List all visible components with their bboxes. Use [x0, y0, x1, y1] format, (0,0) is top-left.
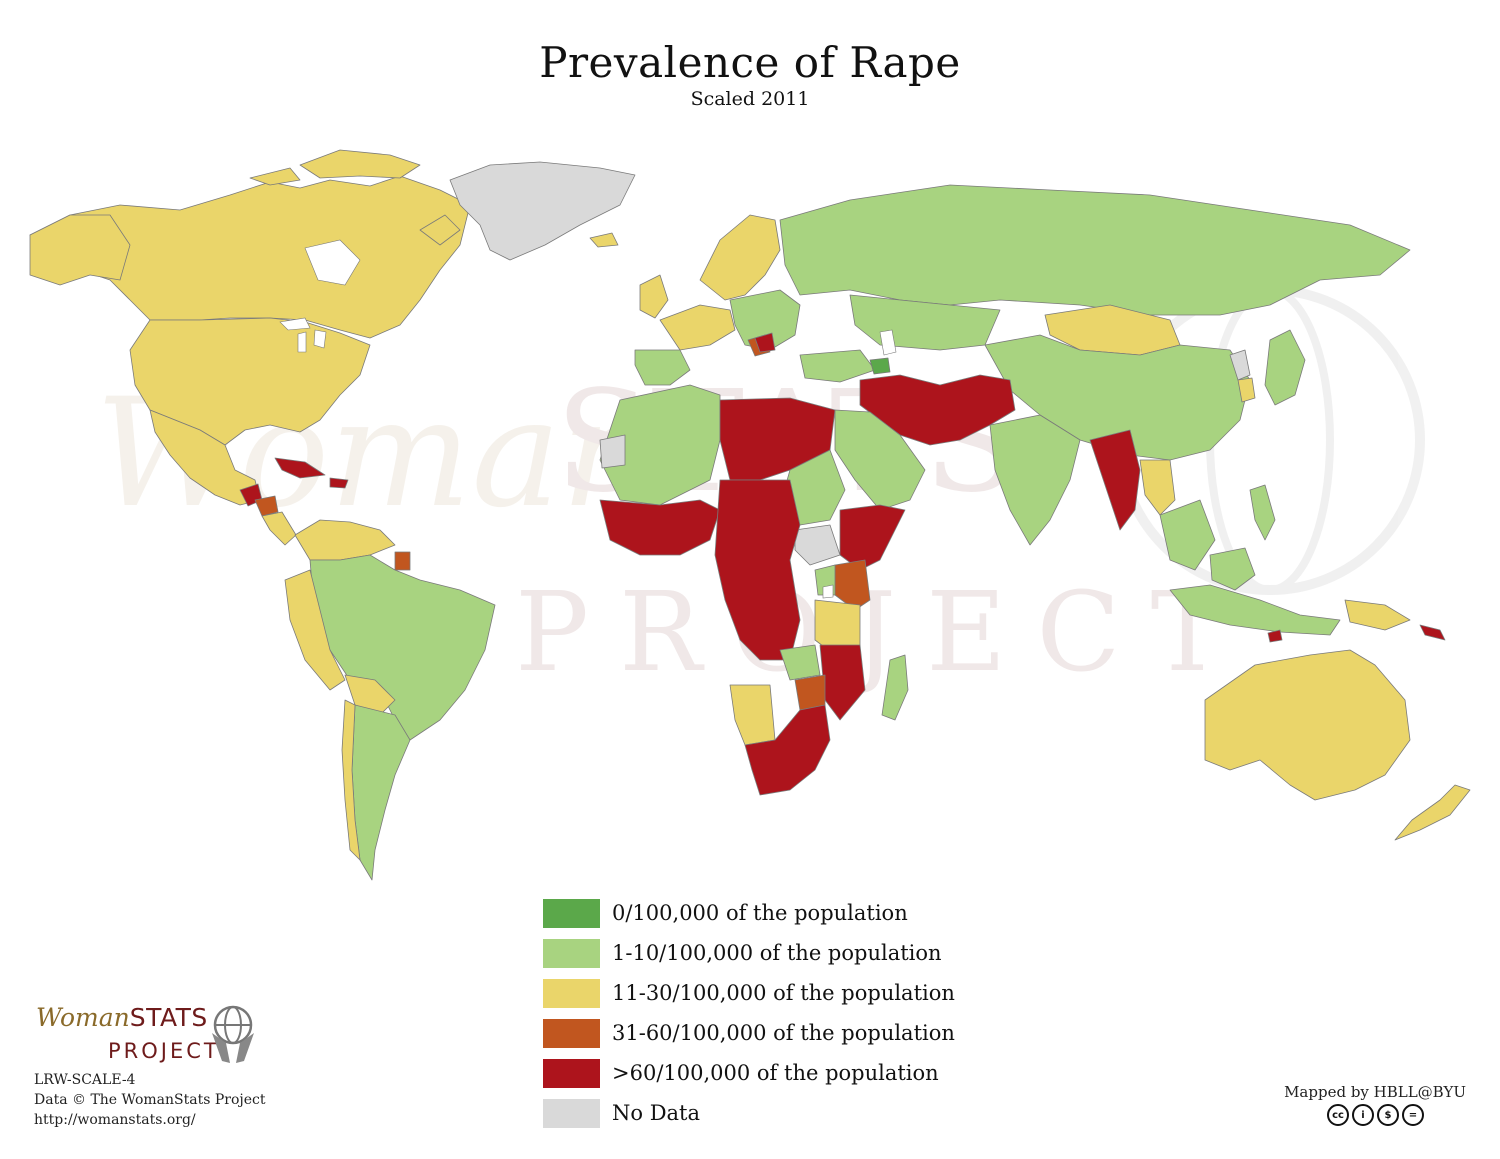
region-borneo [1209, 547, 1256, 591]
legend-item-no-data: No Data [543, 1093, 955, 1133]
region-uk [639, 274, 669, 319]
legend-item-high: 31-60/100,000 of the population [543, 1013, 955, 1053]
region-chile [341, 699, 361, 861]
hudson-bay [304, 239, 361, 286]
lake-michigan [297, 331, 307, 353]
region-kazakhstan [849, 294, 1001, 351]
region-south-korea [1237, 377, 1256, 403]
region-western-sahara [599, 434, 626, 469]
region-south-sudan [794, 524, 841, 566]
region-papua [1344, 599, 1411, 631]
region-solomons [1419, 624, 1446, 641]
map-title: Prevalence of Rape [539, 38, 961, 87]
region-iberia [634, 349, 691, 386]
region-central-america-south [261, 511, 297, 546]
region-suriname [394, 551, 411, 571]
region-cuba [274, 457, 326, 479]
legend-item-zero: 0/100,000 of the population [543, 893, 955, 933]
noncommercial-icon: $ [1377, 1104, 1399, 1126]
watermark-globe-meridian [1206, 286, 1334, 594]
credits-url: http://womanstats.org/ [34, 1112, 196, 1128]
region-west-africa [599, 499, 721, 556]
legend-label-low: 1-10/100,000 of the population [612, 941, 942, 965]
region-australia [1204, 649, 1411, 801]
region-mozambique-malawi [819, 644, 866, 721]
region-hispaniola [329, 477, 349, 489]
region-east-timor [1267, 629, 1283, 643]
region-turkey [799, 349, 876, 383]
region-madagascar [881, 654, 909, 721]
mapped-by: Mapped by HBLL@BYU [1284, 1083, 1466, 1101]
region-bangladesh-myanmar [1089, 429, 1141, 531]
region-brazil [309, 554, 496, 741]
watermark-project: PROJECT [515, 568, 1254, 696]
legend-label-very-high: >60/100,000 of the population [612, 1061, 939, 1085]
legend-label-high: 31-60/100,000 of the population [612, 1021, 955, 1045]
region-zimbabwe [794, 674, 826, 711]
legend: 0/100,000 of the population 1-10/100,000… [543, 893, 955, 1133]
region-central-america-honduras [254, 495, 279, 517]
legend-item-low: 1-10/100,000 of the population [543, 933, 955, 973]
legend-swatch-mid [543, 978, 600, 1008]
region-japan [1264, 329, 1306, 406]
cc-icon: cc [1327, 1104, 1349, 1126]
caspian-sea [879, 329, 897, 356]
legend-swatch-no-data [543, 1098, 600, 1128]
globe-hands-icon [212, 1005, 254, 1063]
region-southern-africa [744, 704, 831, 796]
lake-superior [279, 317, 311, 331]
logo-stats-text: STATS [129, 1003, 208, 1032]
logo-project-text: PROJECT [108, 1039, 220, 1063]
license-icons: cc i $ = [1327, 1104, 1424, 1126]
legend-swatch-low [543, 938, 600, 968]
region-western-europe [659, 304, 736, 351]
region-scandinavia [699, 214, 781, 301]
region-alaska [29, 214, 131, 286]
legend-swatch-high [543, 1018, 600, 1048]
region-peru [284, 569, 346, 691]
region-canada [29, 175, 471, 339]
legend-label-no-data: No Data [612, 1101, 701, 1125]
lake-victoria [822, 584, 834, 599]
region-southeast-asia [1159, 499, 1216, 571]
credits-data: Data © The WomanStats Project [34, 1092, 266, 1108]
legend-label-zero: 0/100,000 of the population [612, 901, 908, 925]
region-arabia [834, 409, 926, 511]
region-namibia [729, 684, 776, 746]
womanstats-logo: WomanSTATS PROJECT [36, 1003, 254, 1063]
credits-code: LRW-SCALE-4 [34, 1072, 136, 1088]
legend-item-mid: 11-30/100,000 of the population [543, 973, 955, 1013]
region-india [989, 414, 1081, 546]
noderivatives-icon: = [1402, 1104, 1424, 1126]
attribution-icon: i [1352, 1104, 1374, 1126]
region-zambia [779, 644, 821, 681]
region-indonesia [1169, 584, 1341, 636]
legend-swatch-very-high [543, 1058, 600, 1088]
region-canada-islands [249, 149, 461, 246]
great-lakes [279, 239, 897, 599]
region-thailand-laos [1139, 459, 1176, 516]
map-subtitle: Scaled 2011 [690, 88, 810, 110]
region-central-europe [729, 289, 801, 351]
region-russia [779, 184, 1411, 316]
legend-swatch-zero [543, 898, 600, 928]
region-iceland [589, 232, 619, 248]
region-argentina [351, 704, 411, 881]
credits: LRW-SCALE-4 Data © The WomanStats Projec… [34, 1070, 266, 1130]
region-north-africa [599, 384, 721, 506]
region-korea [1229, 349, 1251, 381]
logo-woman-text: Woman [36, 1003, 130, 1032]
region-new-zealand [1394, 784, 1471, 841]
legend-item-very-high: >60/100,000 of the population [543, 1053, 955, 1093]
region-greenland [449, 161, 636, 261]
region-philippines [1249, 484, 1276, 541]
region-bolivia [344, 674, 396, 716]
region-azerbaijan [869, 357, 891, 375]
region-bosnia [754, 332, 776, 353]
lake-huron [313, 329, 327, 349]
legend-label-mid: 11-30/100,000 of the population [612, 981, 955, 1005]
region-horn-of-africa [839, 504, 906, 571]
